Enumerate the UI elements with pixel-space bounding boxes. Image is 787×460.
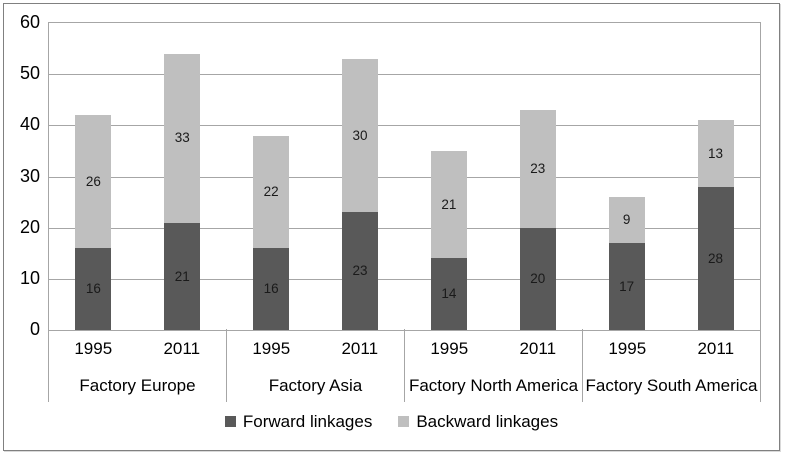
bar-value-label: 9: [622, 212, 631, 228]
year-label: 1995: [252, 339, 291, 358]
bar-segment-forward: 17: [608, 243, 645, 330]
bar-value-label: 13: [708, 145, 724, 161]
bar-segment-forward: 20: [519, 227, 556, 330]
bar-value-label: 14: [441, 286, 457, 302]
bar-segment-backward: 9: [608, 196, 645, 244]
y-axis-label: 50: [19, 63, 40, 84]
bar-value-label: 26: [85, 173, 101, 189]
bar-value-label: 17: [619, 278, 635, 294]
year-label: 1995: [430, 339, 469, 358]
bar-segment-forward: 14: [430, 258, 467, 330]
group-label: Factory Europe: [79, 375, 196, 395]
chart-frame: 0 10 20 30 40 50 60 26 16 33 21 22 16 30 23 21 14 23 20 9 1…: [3, 3, 780, 451]
bar-segment-backward: 13: [697, 120, 734, 187]
stacked-bar: 26 16: [75, 23, 112, 330]
plot-area: 26 16 33 21 22 16 30 23 21 14 23 20 9 17 13 28: [48, 22, 761, 331]
bar-value-label: 22: [263, 184, 279, 200]
years-row: 1995 2011: [583, 329, 760, 369]
x-axis-category-table: 1995 2011 Factory Europe 1995 2011 Factory As…: [48, 329, 761, 402]
bar-slot: 23 20: [493, 23, 582, 330]
bar-segment-backward: 26: [75, 115, 112, 249]
group-label: Factory North America: [408, 375, 579, 395]
y-axis-label: 0: [29, 319, 40, 339]
gridline: [49, 176, 760, 178]
year-label: 2011: [519, 339, 557, 358]
group-column: 1995 2011 Factory Europe: [48, 329, 226, 402]
gridline: [49, 125, 760, 127]
group-column: 1995 2011 Factory Asia: [226, 329, 404, 402]
year-label: 1995: [608, 339, 647, 358]
year-label: 2011: [697, 339, 735, 358]
stacked-bar: 21 14: [430, 23, 467, 330]
bar-value-label: 16: [263, 281, 279, 297]
bar-slot: 26 16: [49, 23, 138, 330]
stacked-bar: 9 17: [608, 23, 645, 330]
bar-segment-backward: 21: [430, 150, 467, 259]
bar-value-label: 23: [352, 263, 368, 279]
years-row: 1995 2011: [227, 329, 404, 369]
bar-segment-forward: 28: [697, 186, 734, 330]
stacked-bar: 13 28: [697, 23, 734, 330]
bar-value-label: 16: [85, 281, 101, 297]
group-label: Factory Asia: [268, 375, 363, 395]
y-axis-label: 30: [19, 165, 40, 186]
legend-item-forward: Forward linkages: [224, 411, 373, 431]
bar-value-label: 23: [530, 161, 546, 177]
bars-layer: 26 16 33 21 22 16 30 23 21 14 23 20 9 17 13 28: [49, 23, 760, 330]
bar-value-label: 20: [530, 271, 546, 287]
bar-segment-forward: 23: [342, 212, 379, 330]
bar-segment-backward: 30: [342, 58, 379, 213]
y-axis-label: 60: [19, 12, 40, 32]
stacked-bar: 23 20: [519, 23, 556, 330]
legend-label-backward: Backward linkages: [416, 411, 559, 431]
year-label: 2011: [163, 339, 201, 358]
legend-label-forward: Forward linkages: [242, 411, 373, 431]
bar-slot: 9 17: [582, 23, 671, 330]
gridline: [49, 227, 760, 229]
bar-slot: 13 28: [671, 23, 760, 330]
year-label: 1995: [74, 339, 113, 358]
bar-segment-backward: 33: [164, 53, 201, 223]
bar-value-label: 28: [708, 250, 724, 266]
stacked-bar: 30 23: [342, 23, 379, 330]
bar-value-label: 21: [174, 268, 190, 284]
legend: Forward linkages Backward linkages: [4, 405, 779, 437]
bar-segment-forward: 16: [75, 248, 112, 330]
bar-segment-backward: 22: [253, 135, 290, 249]
bar-slot: 33 21: [138, 23, 227, 330]
stacked-bar: 22 16: [253, 23, 290, 330]
stacked-bar: 33 21: [164, 23, 201, 330]
years-row: 1995 2011: [405, 329, 582, 369]
backward-linkages-swatch-icon: [398, 415, 410, 427]
y-axis-label: 40: [19, 114, 40, 135]
bar-slot: 30 23: [316, 23, 405, 330]
legend-item-backward: Backward linkages: [398, 413, 558, 430]
group-label: Factory South America: [585, 375, 758, 395]
gridline: [49, 74, 760, 76]
bar-slot: 22 16: [227, 23, 316, 330]
forward-linkages-swatch-icon: [224, 415, 236, 427]
gridline: [49, 278, 760, 280]
bar-segment-forward: 21: [164, 222, 201, 330]
group-column: 1995 2011 Factory South America: [582, 329, 761, 402]
group-column: 1995 2011 Factory North America: [404, 329, 582, 402]
bar-slot: 21 14: [405, 23, 494, 330]
bar-value-label: 30: [352, 127, 368, 143]
bar-segment-forward: 16: [253, 248, 290, 330]
bar-value-label: 21: [441, 196, 457, 212]
years-row: 1995 2011: [49, 329, 226, 369]
bar-segment-backward: 23: [519, 110, 556, 228]
y-axis-label: 10: [19, 267, 40, 288]
bar-value-label: 33: [174, 130, 190, 146]
y-axis-label: 20: [19, 216, 40, 237]
year-label: 2011: [341, 339, 379, 358]
